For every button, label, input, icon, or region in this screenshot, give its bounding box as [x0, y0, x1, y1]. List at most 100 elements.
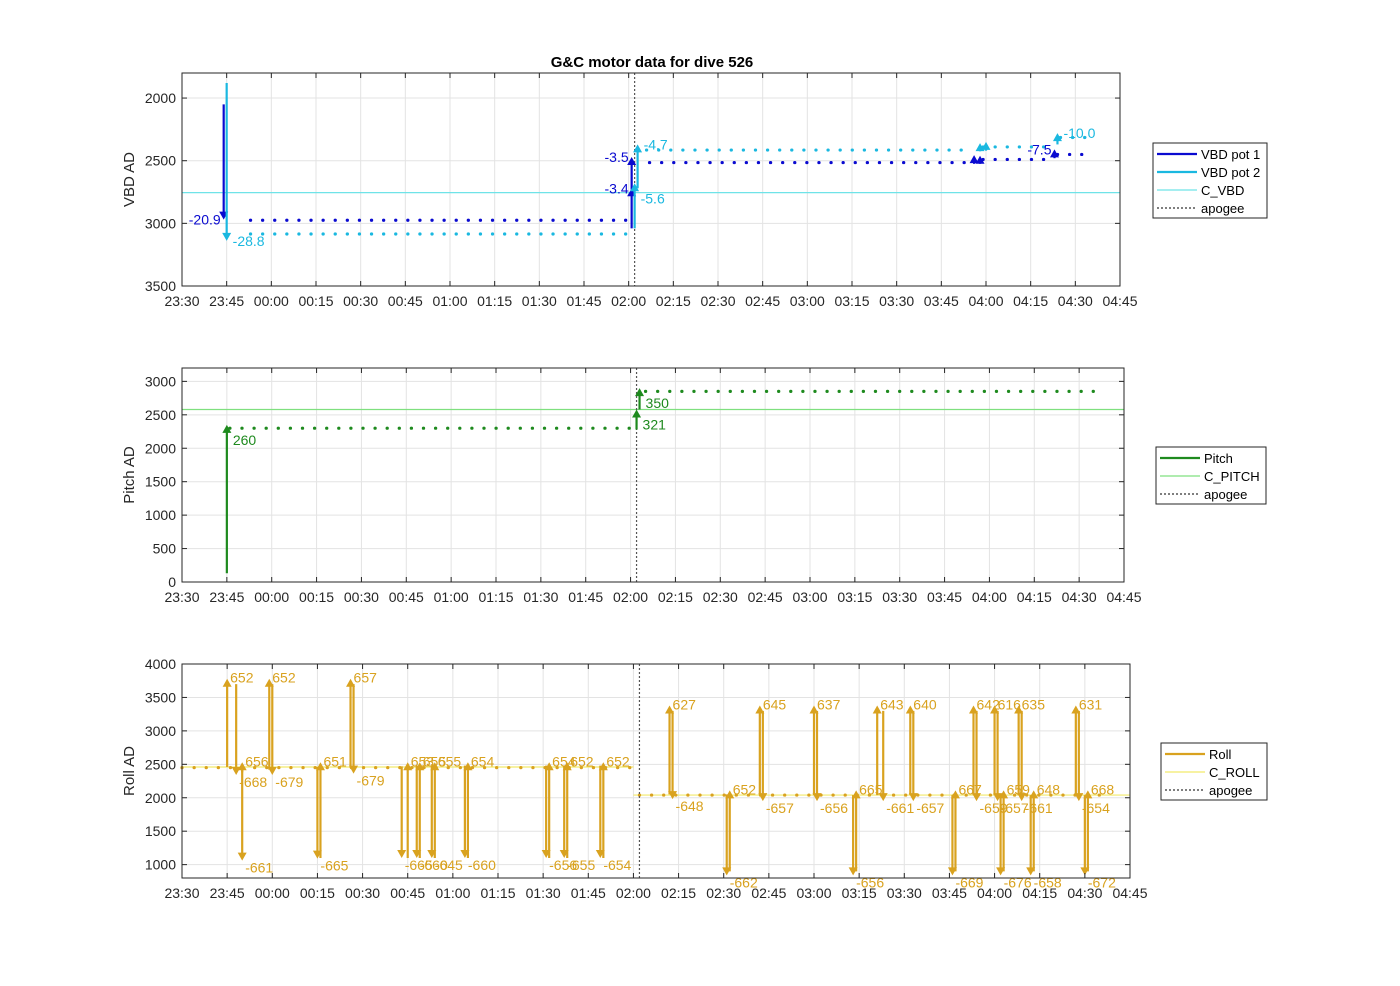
vbd-xtick-label: 01:15 [477, 293, 512, 309]
pitch-xtick-label: 02:45 [748, 589, 783, 605]
vbd-xtick-label: 02:45 [745, 293, 780, 309]
roll-move-arrowhead [725, 790, 735, 799]
pitch-ytick-label: 2500 [145, 407, 176, 423]
panels: -20.9 -28.8 -3.4 -3.5 -5.6 -4.7 -7.5 -10.0 23:30… [121, 72, 1268, 901]
pitch-xtick-label: 04:45 [1106, 589, 1141, 605]
pitch-legend-label: C_PITCH [1204, 469, 1260, 484]
vbd-move-arrowhead [627, 156, 637, 165]
pitch-move-label: 260 [233, 432, 257, 448]
vbd-xtick-label: 03:45 [924, 293, 959, 309]
roll-move-arrowhead [237, 852, 247, 861]
roll-move-arrowhead [812, 793, 822, 802]
roll-panel: 652 -668 -661 656 652 -679 -665 651 657 -679 -665 6… [121, 656, 1268, 901]
roll-move-label: 655 [423, 753, 447, 769]
pitch-ytick-label: 500 [153, 541, 177, 557]
pitch-xtick-label: 00:45 [389, 589, 424, 605]
pitch-xtick-label: 03:00 [792, 589, 827, 605]
vbd-move-arrowhead [1049, 149, 1059, 158]
roll-move-label: -665 [320, 858, 348, 874]
roll-move-label: -661 [886, 800, 914, 816]
vbd-move-label: -4.7 [644, 136, 668, 152]
pitch-legend-label: apogee [1204, 487, 1247, 502]
roll-move-arrowhead [415, 762, 425, 771]
pitch-axes-box [181, 367, 1125, 583]
pitch-ytick-label: 1000 [145, 507, 176, 523]
roll-xtick-label: 02:15 [661, 885, 696, 901]
roll-ytick-label: 3500 [145, 689, 176, 705]
vbd-move-label: -3.5 [605, 149, 629, 165]
vbd-move-arrowhead [975, 155, 985, 164]
roll-xtick-label: 02:45 [751, 885, 786, 901]
vbd-xtick-label: 03:15 [834, 293, 869, 309]
roll-legend-label: C_ROLL [1209, 765, 1260, 780]
roll-xtick-label: 00:45 [390, 885, 425, 901]
roll-xtick-label: 03:15 [842, 885, 877, 901]
pitch-xtick-label: 03:30 [882, 589, 917, 605]
roll-xtick-label: 00:00 [255, 885, 290, 901]
roll-move-label: -665 [405, 857, 433, 873]
vbd-move-label: -3.4 [605, 180, 629, 196]
roll-move-arrowhead [1029, 790, 1039, 799]
roll-move-arrowhead [758, 793, 768, 802]
pitch-xtick-label: 02:15 [658, 589, 693, 605]
roll-xtick-label: 04:00 [977, 885, 1012, 901]
roll-ytick-label: 4000 [145, 656, 176, 672]
roll-move-label: -660 [468, 857, 496, 873]
vbd-axes-box [181, 72, 1121, 287]
roll-move-arrowhead [972, 793, 982, 802]
pitch-xtick-label: 02:30 [703, 589, 738, 605]
pitch-move-arrowhead [635, 388, 645, 397]
vbd-ylabel: VBD AD [121, 152, 138, 207]
pitch-ytick-label: 3000 [145, 373, 176, 389]
pitch-xtick-label: 01:30 [523, 589, 558, 605]
pitch-ytick-label: 1500 [145, 474, 176, 490]
roll-move-label: 648 [1037, 781, 1061, 797]
roll-move-label: -654 [1082, 800, 1110, 816]
pitch-xtick-label: 03:15 [837, 589, 872, 605]
roll-move-label: 637 [817, 696, 841, 712]
roll-move-arrowhead [222, 678, 232, 687]
vbd-move-arrowhead [630, 183, 640, 192]
roll-move-label: -661 [245, 860, 273, 876]
pitch-xtick-label: 03:45 [927, 589, 962, 605]
roll-xtick-label: 00:30 [345, 885, 380, 901]
pitch-xtick-label: 23:30 [164, 589, 199, 605]
vbd-legend-label: apogee [1201, 201, 1244, 216]
roll-move-label: -679 [357, 773, 385, 789]
roll-xtick-label: 01:30 [526, 885, 561, 901]
pitch-move-arrowhead [632, 409, 642, 418]
roll-move-label: -660 [420, 857, 448, 873]
roll-move-arrowhead [237, 762, 247, 771]
roll-move-label: 635 [1022, 696, 1046, 712]
vbd-ytick-label: 3500 [145, 278, 176, 294]
roll-move-arrowhead [999, 790, 1009, 799]
pitch-move-label: 321 [643, 416, 667, 432]
vbd-xtick-label: 01:30 [522, 293, 557, 309]
vbd-xtick-label: 02:00 [611, 293, 646, 309]
vbd-legend-box [1152, 142, 1268, 219]
roll-xtick-label: 03:00 [796, 885, 831, 901]
roll-move-label: -656 [820, 800, 848, 816]
vbd-move-label: -5.6 [641, 190, 665, 206]
roll-move-label: 652 [272, 670, 296, 686]
roll-move-label: -654 [603, 857, 631, 873]
roll-move-label: 631 [1079, 696, 1103, 712]
pitch-ytick-label: 0 [168, 574, 176, 590]
roll-ytick-label: 3000 [145, 723, 176, 739]
vbd-move-arrowhead [969, 155, 979, 164]
roll-move-arrowhead [463, 762, 473, 771]
roll-xtick-label: 00:15 [300, 885, 335, 901]
roll-move-label: 665 [859, 781, 883, 797]
roll-move-arrowhead [403, 762, 413, 771]
pitch-xtick-label: 04:30 [1062, 589, 1097, 605]
vbd-move-arrowhead [222, 232, 232, 241]
roll-xtick-label: 02:00 [616, 885, 651, 901]
roll-move-arrowhead [598, 762, 608, 771]
pitch-legend-label: Pitch [1204, 451, 1233, 466]
roll-move-label: 640 [913, 696, 937, 712]
vbd-move-label: -28.8 [233, 233, 265, 249]
vbd-xtick-label: 23:45 [209, 293, 244, 309]
vbd-move-label: -7.5 [1027, 141, 1051, 157]
